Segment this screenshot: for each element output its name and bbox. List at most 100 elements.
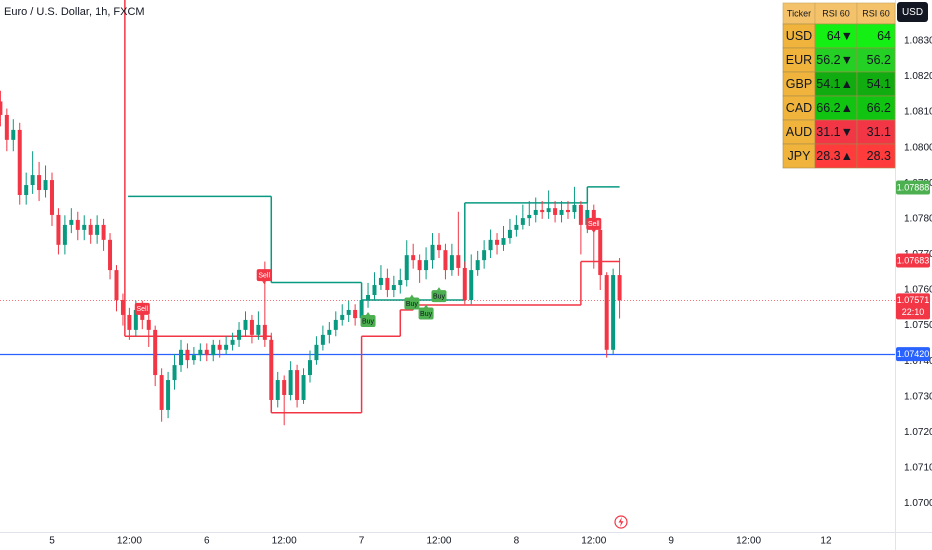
signal-pointer	[591, 229, 596, 233]
candle-body	[559, 209, 564, 215]
candle-body	[95, 224, 100, 235]
y-tick-label: 1.07600	[904, 285, 932, 296]
price-tag-label: 1.07571	[897, 295, 930, 305]
candle-body	[482, 250, 487, 261]
candle-body	[449, 255, 454, 271]
candle-body	[475, 260, 480, 271]
candle-body	[282, 380, 287, 395]
candle-body	[17, 129, 22, 196]
candle-body	[159, 375, 164, 410]
candle-body	[172, 365, 177, 381]
table-header: RSI 60	[822, 8, 850, 18]
candle-body	[320, 334, 325, 345]
candle-body	[288, 370, 293, 395]
candle-body	[120, 299, 125, 315]
candle-body	[256, 324, 261, 335]
candle-body	[520, 218, 525, 225]
signal-label: Sell	[258, 272, 270, 279]
signal-box	[360, 314, 376, 327]
candle-body	[153, 329, 158, 376]
x-tick-label: 8	[514, 536, 520, 547]
candle-body	[391, 285, 396, 291]
price-tag-label: 1.07683	[897, 255, 930, 265]
candle-body	[507, 229, 512, 239]
currency-button[interactable]	[897, 2, 928, 22]
candle-body	[527, 214, 532, 219]
candle-body	[533, 209, 538, 215]
candle-body	[204, 349, 209, 356]
signal-box	[256, 269, 272, 282]
table-cell	[856, 143, 896, 169]
candle-body	[211, 344, 216, 356]
signal-pointer	[424, 304, 429, 308]
table-cell-text: 64	[877, 29, 891, 43]
candle-body	[178, 349, 183, 366]
countdown: 22:10	[902, 307, 925, 317]
replay-icon[interactable]	[614, 515, 628, 529]
signal-label: Sell	[588, 221, 600, 228]
candle-body	[88, 224, 93, 235]
candle-body	[275, 380, 280, 400]
candle-body	[578, 204, 583, 225]
x-tick-label: 6	[204, 536, 210, 547]
candle-body	[443, 250, 448, 271]
y-tick-label: 1.07400	[904, 356, 932, 367]
table-cell-text: 31.1	[867, 125, 891, 139]
table-cell	[856, 95, 896, 121]
table-cell-text: USD	[786, 29, 812, 43]
candle-body	[243, 319, 248, 330]
table-cell-text: 64▼	[827, 29, 853, 43]
candle-body	[378, 277, 383, 286]
signal-label: Sell	[136, 306, 148, 313]
candle-body	[224, 344, 229, 350]
candle-body	[24, 185, 29, 196]
candle-body	[411, 255, 416, 261]
table-header: RSI 60	[862, 8, 890, 18]
candle-body	[30, 175, 35, 186]
candle-body	[269, 339, 274, 400]
signal-label: Buy	[433, 293, 446, 300]
table-cell-text: 66.2▲	[816, 101, 853, 115]
candle-body	[359, 299, 364, 319]
candle-body	[127, 314, 132, 330]
price-tag	[896, 293, 930, 320]
x-tick-label: 7	[359, 536, 365, 547]
candle-body	[340, 314, 345, 320]
signal-label: Buy	[362, 318, 375, 325]
candle-body	[101, 224, 106, 240]
price-tag	[896, 253, 930, 268]
candle-body	[372, 285, 377, 296]
signal-pointer	[366, 311, 371, 315]
price-tag-label: 1.07420	[897, 349, 930, 359]
candle-body	[37, 175, 42, 191]
candle-body	[553, 208, 558, 215]
table-cell-text: AUD	[786, 125, 812, 139]
signal-pointer	[409, 294, 414, 298]
table-cell	[814, 143, 858, 169]
candle-body	[501, 238, 506, 245]
y-tick-label: 1.08200	[904, 71, 932, 82]
candle-body	[430, 244, 435, 261]
candle-body	[565, 209, 570, 213]
candle-body	[314, 344, 319, 361]
candle-body	[469, 270, 474, 300]
candle-body	[462, 267, 467, 300]
candle-body	[572, 204, 577, 213]
candle-body	[198, 349, 203, 356]
y-tick-label: 1.07800	[904, 213, 932, 224]
candle-body	[456, 255, 461, 268]
overlay: SellSellSellBuyBuyBuyBuy1.078881.076831.…	[134, 2, 930, 362]
candle-body	[585, 209, 590, 225]
currency-label[interactable]: USD	[902, 7, 923, 18]
price-tag	[896, 180, 930, 195]
candle-body	[295, 370, 300, 400]
candle-body	[49, 180, 54, 215]
candle-body	[540, 209, 545, 213]
candle-body	[56, 214, 61, 245]
chart-title: Euro / U.S. Dollar, 1h, FXCM	[4, 6, 145, 18]
candle-body	[166, 380, 171, 410]
table-cell	[856, 47, 896, 73]
candle-body	[417, 260, 422, 271]
